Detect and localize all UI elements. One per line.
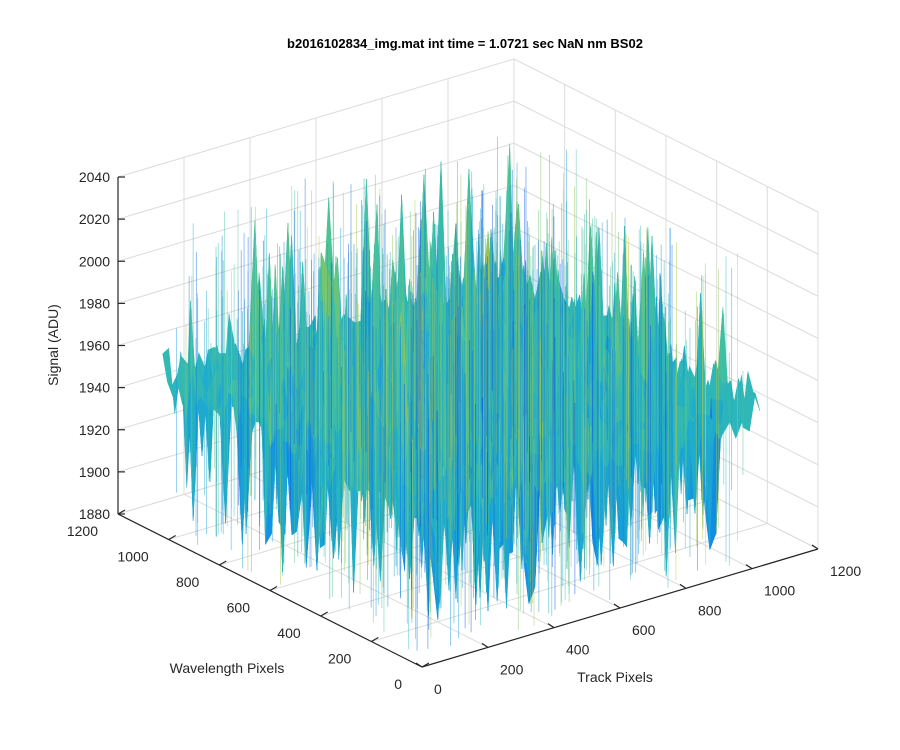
wall-grid-line	[117, 58, 515, 178]
x-tick-mark	[547, 623, 555, 629]
z-tick-label: 1900	[79, 464, 110, 480]
surface-mesh	[162, 136, 761, 651]
x-tick-label: 800	[698, 602, 722, 618]
axes-lines	[117, 176, 819, 668]
wall-grid-line	[513, 142, 819, 297]
y-tick-label: 400	[277, 625, 301, 641]
x-tick-mark	[745, 564, 753, 570]
y-tick-label: 1200	[67, 523, 98, 539]
y-tick-label: 0	[394, 676, 402, 692]
x-tick-mark	[679, 583, 687, 589]
z-tick-label: 2020	[79, 211, 110, 227]
y-tick-mark	[320, 611, 328, 617]
y-axis-label: Wavelength Pixels	[170, 660, 285, 676]
x-tick-labels: 0 200 400 600 800 1000 1200	[434, 563, 861, 697]
y-tick-mark	[117, 509, 126, 515]
z-tick-label: 1980	[79, 295, 110, 311]
y-tick-label: 600	[227, 600, 251, 616]
z-tick-label: 2040	[79, 169, 110, 185]
z-tick-labels: 1880 1900 1920 1940 1960 1980 2000 2020 2040	[79, 169, 110, 522]
x-tick-mark	[415, 662, 423, 668]
z-tick-label: 2000	[79, 253, 110, 269]
y-tick-label: 800	[176, 574, 200, 590]
x-tick-label: 1200	[830, 563, 861, 579]
y-tick-mark	[421, 662, 430, 668]
x-tick-mark	[481, 642, 489, 648]
x-tick-label: 1000	[764, 583, 795, 599]
x-tick-mark	[811, 544, 819, 550]
x-tick-label: 200	[500, 661, 524, 677]
x-tick-label: 400	[566, 642, 590, 658]
wall-grid-line	[513, 227, 819, 381]
z-tick-label: 1940	[79, 380, 110, 396]
wall-grid-line	[513, 184, 819, 339]
y-tick-mark	[219, 560, 227, 566]
z-tick-label: 1880	[79, 506, 110, 522]
z-axis-label: Signal (ADU)	[45, 304, 61, 386]
y-tick-label: 200	[328, 651, 352, 667]
wall-grid-line	[117, 142, 515, 262]
y-tick-mark	[269, 585, 278, 592]
x-tick-label: 0	[434, 681, 442, 697]
wall-grid-line	[117, 100, 515, 220]
y-tick-mark	[168, 534, 176, 541]
wall-grid-line	[513, 100, 819, 255]
z-tick-label: 1920	[79, 422, 110, 438]
wall-grid-line	[117, 184, 515, 304]
x-axis-label: Track Pixels	[577, 669, 653, 685]
y-tick-label: 1000	[118, 549, 149, 565]
wall-grid-line	[513, 58, 819, 213]
y-tick-labels: 0 200 400 600 800 1000 1200	[67, 523, 402, 692]
chart-title: b2016102834_img.mat int time = 1.0721 se…	[287, 36, 643, 51]
x-tick-mark	[613, 603, 621, 609]
x-tick-label: 600	[632, 622, 656, 638]
y-tick-mark	[371, 636, 379, 643]
z-tick-label: 1960	[79, 338, 110, 354]
